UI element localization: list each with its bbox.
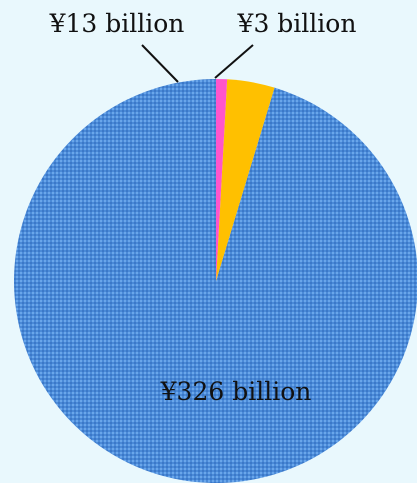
slice-label-2: ¥13 billion (49, 9, 185, 38)
slice-label-3: ¥3 billion (237, 9, 357, 38)
pie-slice-2 (216, 79, 275, 281)
pie-slice-3 (216, 79, 228, 281)
labels-layer: ¥326 billion ¥13 billion ¥3 billion (49, 9, 357, 406)
pie-slice-1 (14, 79, 417, 483)
slices-layer (14, 79, 417, 483)
leader-line-2 (141, 44, 179, 83)
leader-line-3 (214, 44, 254, 79)
leaders-layer (141, 44, 254, 83)
slice-label-1: ¥326 billion (160, 377, 312, 406)
